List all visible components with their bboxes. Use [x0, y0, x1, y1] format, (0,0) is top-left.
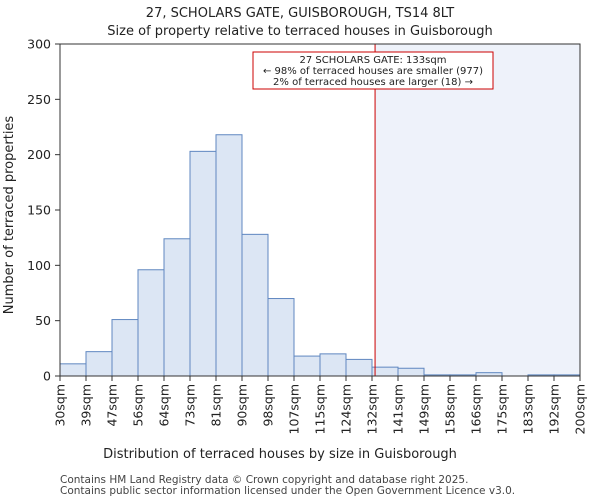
annotation-box: 27 SCHOLARS GATE: 133sqm ← 98% of terrac…: [252, 51, 494, 90]
footer-line-1: Contains HM Land Registry data © Crown c…: [60, 474, 468, 486]
chart-title: 27, SCHOLARS GATE, GUISBOROUGH, TS14 8LT: [146, 6, 454, 21]
bar: [189, 150, 217, 377]
x-tick-label: 183sqm: [521, 384, 536, 434]
y-tick-label: 200: [27, 147, 51, 162]
x-axis-label: Distribution of terraced houses by size …: [103, 447, 457, 462]
x-tick-label: 30sqm: [53, 384, 68, 427]
annotation-line-1: 27 SCHOLARS GATE: 133sqm: [300, 55, 447, 66]
bar: [319, 353, 347, 377]
bar: [137, 269, 165, 377]
x-tick-label: 73sqm: [183, 384, 198, 427]
x-tick-label: 90sqm: [235, 384, 250, 427]
plot-area: [375, 44, 580, 376]
x-tick-label: 192sqm: [547, 384, 562, 434]
y-tick-label: 0: [43, 369, 51, 384]
x-tick-label: 107sqm: [287, 384, 302, 434]
y-tick-label: 250: [27, 92, 51, 107]
bars: [59, 44, 581, 377]
y-tick-label: 300: [27, 37, 51, 52]
x-tick-label: 56sqm: [131, 384, 146, 427]
bar: [397, 367, 425, 377]
footer-line-2: Contains public sector information licen…: [60, 485, 515, 497]
bar: [267, 298, 295, 377]
annotation-line-2: ← 98% of terraced houses are smaller (97…: [263, 66, 483, 77]
x-tick-label: 64sqm: [157, 384, 172, 427]
y-ticks: 0 50 100 150 200 250 300: [27, 37, 60, 384]
x-tick-label: 124sqm: [339, 384, 354, 434]
x-tick-label: 175sqm: [495, 384, 510, 434]
chart-subtitle: Size of property relative to terraced ho…: [107, 24, 492, 39]
annotation-line-3: 2% of terraced houses are larger (18) →: [273, 77, 473, 88]
y-tick-label: 100: [27, 258, 51, 273]
bar: [345, 358, 373, 377]
bar: [293, 355, 321, 377]
x-tick-label: 81sqm: [209, 384, 224, 427]
bar: [111, 319, 139, 377]
x-tick-label: 149sqm: [417, 384, 432, 434]
annotation-border: [252, 51, 494, 90]
x-tick-label: 200sqm: [573, 384, 588, 434]
x-tick-label: 115sqm: [313, 384, 328, 434]
x-tick-label: 132sqm: [365, 384, 380, 434]
x-tick-label: 158sqm: [443, 384, 458, 434]
y-axis-label: Number of terraced properties: [2, 116, 17, 315]
bar: [85, 351, 113, 377]
x-tick-label: 98sqm: [261, 384, 276, 427]
x-tick-label: 47sqm: [105, 384, 120, 427]
bar: [163, 238, 191, 377]
x-ticks: 30sqm 39sqm 47sqm 56sqm 64sqm 73sqm 81sqm 90sqm…: [53, 376, 588, 434]
y-tick-label: 150: [27, 203, 51, 218]
bar: [215, 134, 243, 377]
x-tick-label: 39sqm: [79, 384, 94, 427]
bar: [59, 363, 87, 377]
larger-region: [375, 44, 580, 376]
x-tick-label: 166sqm: [469, 384, 484, 434]
y-tick-label: 50: [35, 313, 51, 328]
bar: [371, 366, 399, 377]
bar: [241, 233, 269, 377]
x-tick-label: 141sqm: [391, 384, 406, 434]
